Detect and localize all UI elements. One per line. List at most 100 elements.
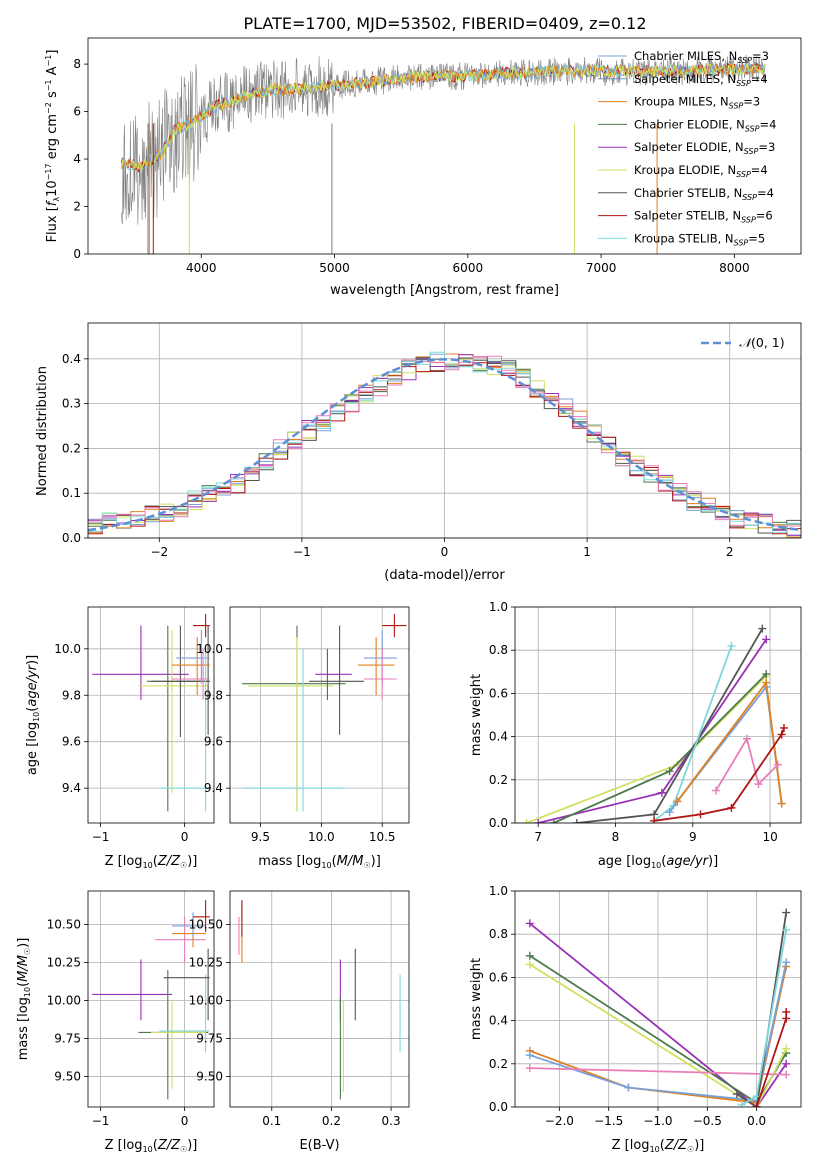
x-tick-label: 0 [441,545,449,559]
y-tick-label: 9.8 [204,688,223,702]
legend-label: Kroupa STELIB, NSSP=5 [634,231,765,247]
y-tick-label: 10.50 [47,917,81,931]
errorbars [92,900,210,1100]
y-tick-label: 9.50 [54,1070,81,1084]
legend-label: Chabrier STELIB, NSSP=4 [634,186,774,202]
weight-marker [650,816,659,823]
weight-marker [779,723,788,732]
y-tick-label: 10.25 [189,955,223,969]
y-tick-label: 10.25 [47,955,81,969]
weight-marker [727,641,736,650]
y-tick-label: 10.00 [47,994,81,1008]
axes-frame [514,890,802,1108]
x-tick-label: 8 [612,830,620,844]
legend-label: Salpeter MILES, NSSP=4 [634,72,768,88]
y-tick-label: 0.4 [489,730,508,744]
y-tick-label: 9.75 [196,1032,223,1046]
Z-mass-panel: −1 0 9.50 9.75 10.00 10.25 10.50 Z [log10(Z/Z☉)… [16,890,215,1154]
y-axis-label: mass weight [469,674,484,756]
histogram-line [88,355,801,527]
histograms [88,351,801,538]
x-tick-label: 5000 [319,261,350,275]
weight-line [736,912,788,1107]
y-tick-label: 0.1 [62,486,81,500]
y-tick-label: 10.00 [189,994,223,1008]
weight-marker [754,780,763,789]
y-tick-label: 0.2 [62,441,81,455]
y-axis-label: Normed distribution [35,366,50,496]
weight-marker [657,788,666,797]
x-axis-label: Z [log10(Z/Z☉)] [612,1138,705,1154]
axes-frame [87,606,215,824]
errorbars [242,613,407,812]
residuals-panel: −2 −1 0 1 2 0.0 0.1 0.2 0.3 0.4 𝒩(0, 1) (data-model… [35,322,802,583]
y-tick-label: 8 [73,57,81,71]
x-tick-label: −1 [92,1114,110,1128]
spectrum-lines [120,54,766,254]
y-tick-label: 1.0 [489,600,508,614]
y-axis-label: mass weight [469,958,484,1040]
weight-marker [762,635,771,644]
x-tick-label: 7000 [586,261,617,275]
legend-label: Salpeter ELODIE, NSSP=3 [634,140,775,156]
y-tick-label: 10.0 [54,642,81,656]
weight-marker [525,919,534,928]
legend-label: Salpeter STELIB, NSSP=6 [634,209,773,225]
weight-marker [782,958,791,967]
weight-line [529,962,788,1102]
y-tick-label: 10.50 [189,917,223,931]
weight-marker [782,1007,791,1016]
y-tick-label: 0.2 [489,1057,508,1071]
legend-label: 𝒩(0, 1) [739,335,785,350]
figure-title: PLATE=1700, MJD=53502, FIBERID=0409, z=0… [243,14,646,33]
legend-label: Chabrier ELODIE, NSSP=4 [634,117,776,133]
axes-frame [514,606,802,824]
x-axis-label: wavelength [Angstrom, rest frame] [330,283,559,298]
y-tick-label: 9.6 [204,735,223,749]
weight-marker [673,797,682,806]
weight-marker [752,1103,761,1107]
weight-marker [762,669,771,678]
weight-marker [572,819,581,823]
y-tick-label: 9.50 [196,1070,223,1084]
weight-marker [534,819,543,823]
weight-line [529,963,788,1107]
Z-weight-panel: −2.0 −1.5 −1.0 −0.5 0.0 0.0 0.2 0.4 0.6 0.8 1.0 mas… [469,884,802,1154]
weight-marker [782,1059,791,1068]
weight-marker [762,678,771,687]
errorbars [238,900,401,1100]
weight-marker [782,925,791,934]
y-axis-label: Flux [fλ10−17 erg cm−2 s−1 A−1] [44,50,61,243]
gaussian-curve [88,358,801,532]
weight-marker [665,767,674,776]
y-tick-label: 0.4 [62,352,81,366]
y-tick-label: 0.8 [489,927,508,941]
weight-marker [777,730,786,739]
x-tick-label: 7 [534,830,542,844]
x-tick-label: −1.5 [594,1114,623,1128]
weight-marker [773,760,782,769]
x-tick-label: −1 [293,545,311,559]
axes-frame [229,890,410,1108]
y-axis-label: age [log10(age/yr)] [25,655,41,775]
y-tick-label: 9.8 [62,688,81,702]
mass-age-panel: 9.5 10.0 10.5 9.4 9.6 9.8 10.0 mass [log10(M/M☉… [196,606,410,870]
x-tick-label: 0.1 [262,1114,281,1128]
weight-marker [525,1051,534,1060]
y-tick-label: 10.0 [196,642,223,656]
weight-marker [624,1083,633,1092]
legend-label: Kroupa MILES, NSSP=3 [634,95,760,111]
y-tick-label: 4 [73,152,81,166]
x-tick-label: 4000 [186,261,217,275]
x-tick-label: 0.3 [382,1114,401,1128]
weight-marker [665,808,674,817]
weight-line [529,922,787,1107]
x-tick-label: −2.0 [545,1114,574,1128]
weight-marker [782,1070,791,1079]
x-axis-label: Z [log10(Z/Z☉)] [105,1138,198,1154]
legend-label: Kroupa ELODIE, NSSP=4 [634,163,768,179]
y-tick-label: 9.75 [54,1032,81,1046]
y-tick-label: 0.0 [489,816,508,830]
x-tick-label: 0 [181,830,189,844]
